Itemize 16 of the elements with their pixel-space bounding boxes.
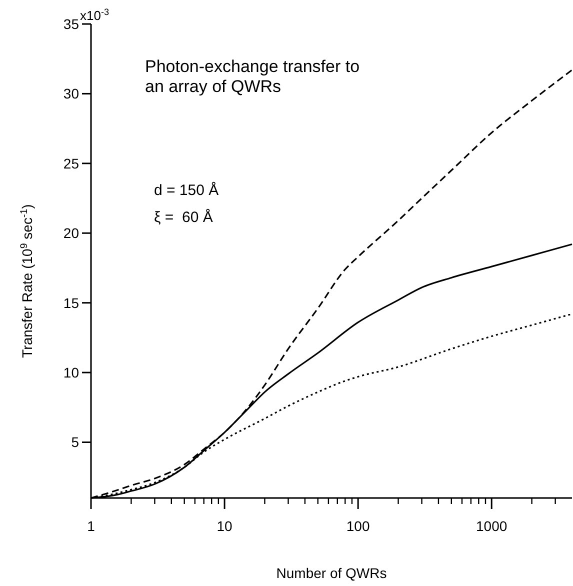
x-axis-title: Number of QWRs	[276, 565, 387, 581]
annotation: d = 150 Å	[154, 181, 219, 199]
y-tick-label: 20	[63, 225, 80, 242]
y-tick-label: 30	[63, 86, 80, 102]
y-tick-label: 5	[71, 434, 80, 450]
y-tick-label: 15	[63, 294, 80, 311]
annotation: ξ = 60 Å	[154, 208, 213, 226]
x-tick-label: 10	[216, 518, 233, 534]
x-tick-label: 1	[87, 518, 96, 534]
text: Photon-exchange transfer to an array of QWRs	[145, 57, 360, 96]
y-tick-label: 35	[63, 16, 80, 32]
x-tick-label: 100	[346, 518, 370, 534]
y-tick-label: 25	[63, 155, 80, 172]
y-tick-label: 10	[63, 364, 80, 381]
x-tick-label: 1000	[476, 518, 508, 534]
text: x10$^{-3}$	[80, 7, 110, 23]
